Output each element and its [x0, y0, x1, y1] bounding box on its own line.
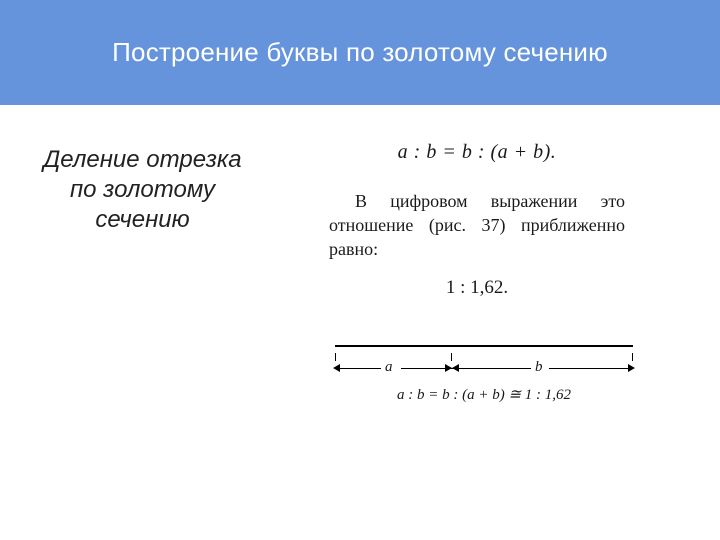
- tick-right: [632, 353, 633, 361]
- diagram-caption: a : b = b : (a + b) ≅ 1 : 1,62: [329, 385, 639, 404]
- segment-diagram: a b a : b = b : (a + b) ≅ 1 : 1,62: [329, 339, 639, 409]
- excerpt-paragraph: В цифровом выражении это отношение (рис.…: [329, 190, 625, 261]
- dim-line: [335, 368, 381, 369]
- tick-middle: [451, 353, 452, 361]
- title-banner: Построение буквы по золотому сечению: [0, 0, 720, 105]
- label-a: a: [385, 359, 393, 376]
- dim-line: [451, 368, 531, 369]
- book-excerpt: a : b = b : (a + b). В цифровом выражени…: [285, 117, 655, 427]
- page-title: Построение буквы по золотому сечению: [112, 37, 608, 68]
- dim-line: [549, 368, 633, 369]
- content-area: Деление отрезка по золотому сечению a : …: [0, 105, 720, 540]
- right-column: a : b = b : (a + b). В цифровом выражени…: [275, 105, 720, 540]
- segment-line: [335, 345, 633, 347]
- ratio-value: 1 : 1,62.: [329, 277, 625, 299]
- subtitle-text: Деление отрезка по золотому сечению: [28, 145, 257, 235]
- arrowhead-icon: [628, 364, 635, 372]
- left-column: Деление отрезка по золотому сечению: [0, 105, 275, 540]
- dim-line: [401, 368, 451, 369]
- tick-left: [335, 353, 336, 361]
- label-b: b: [535, 359, 543, 376]
- paragraph-text: В цифровом выражении это отношение (рис.…: [329, 191, 625, 259]
- dimension-row: a b: [335, 362, 633, 376]
- main-formula: a : b = b : (a + b).: [329, 141, 625, 164]
